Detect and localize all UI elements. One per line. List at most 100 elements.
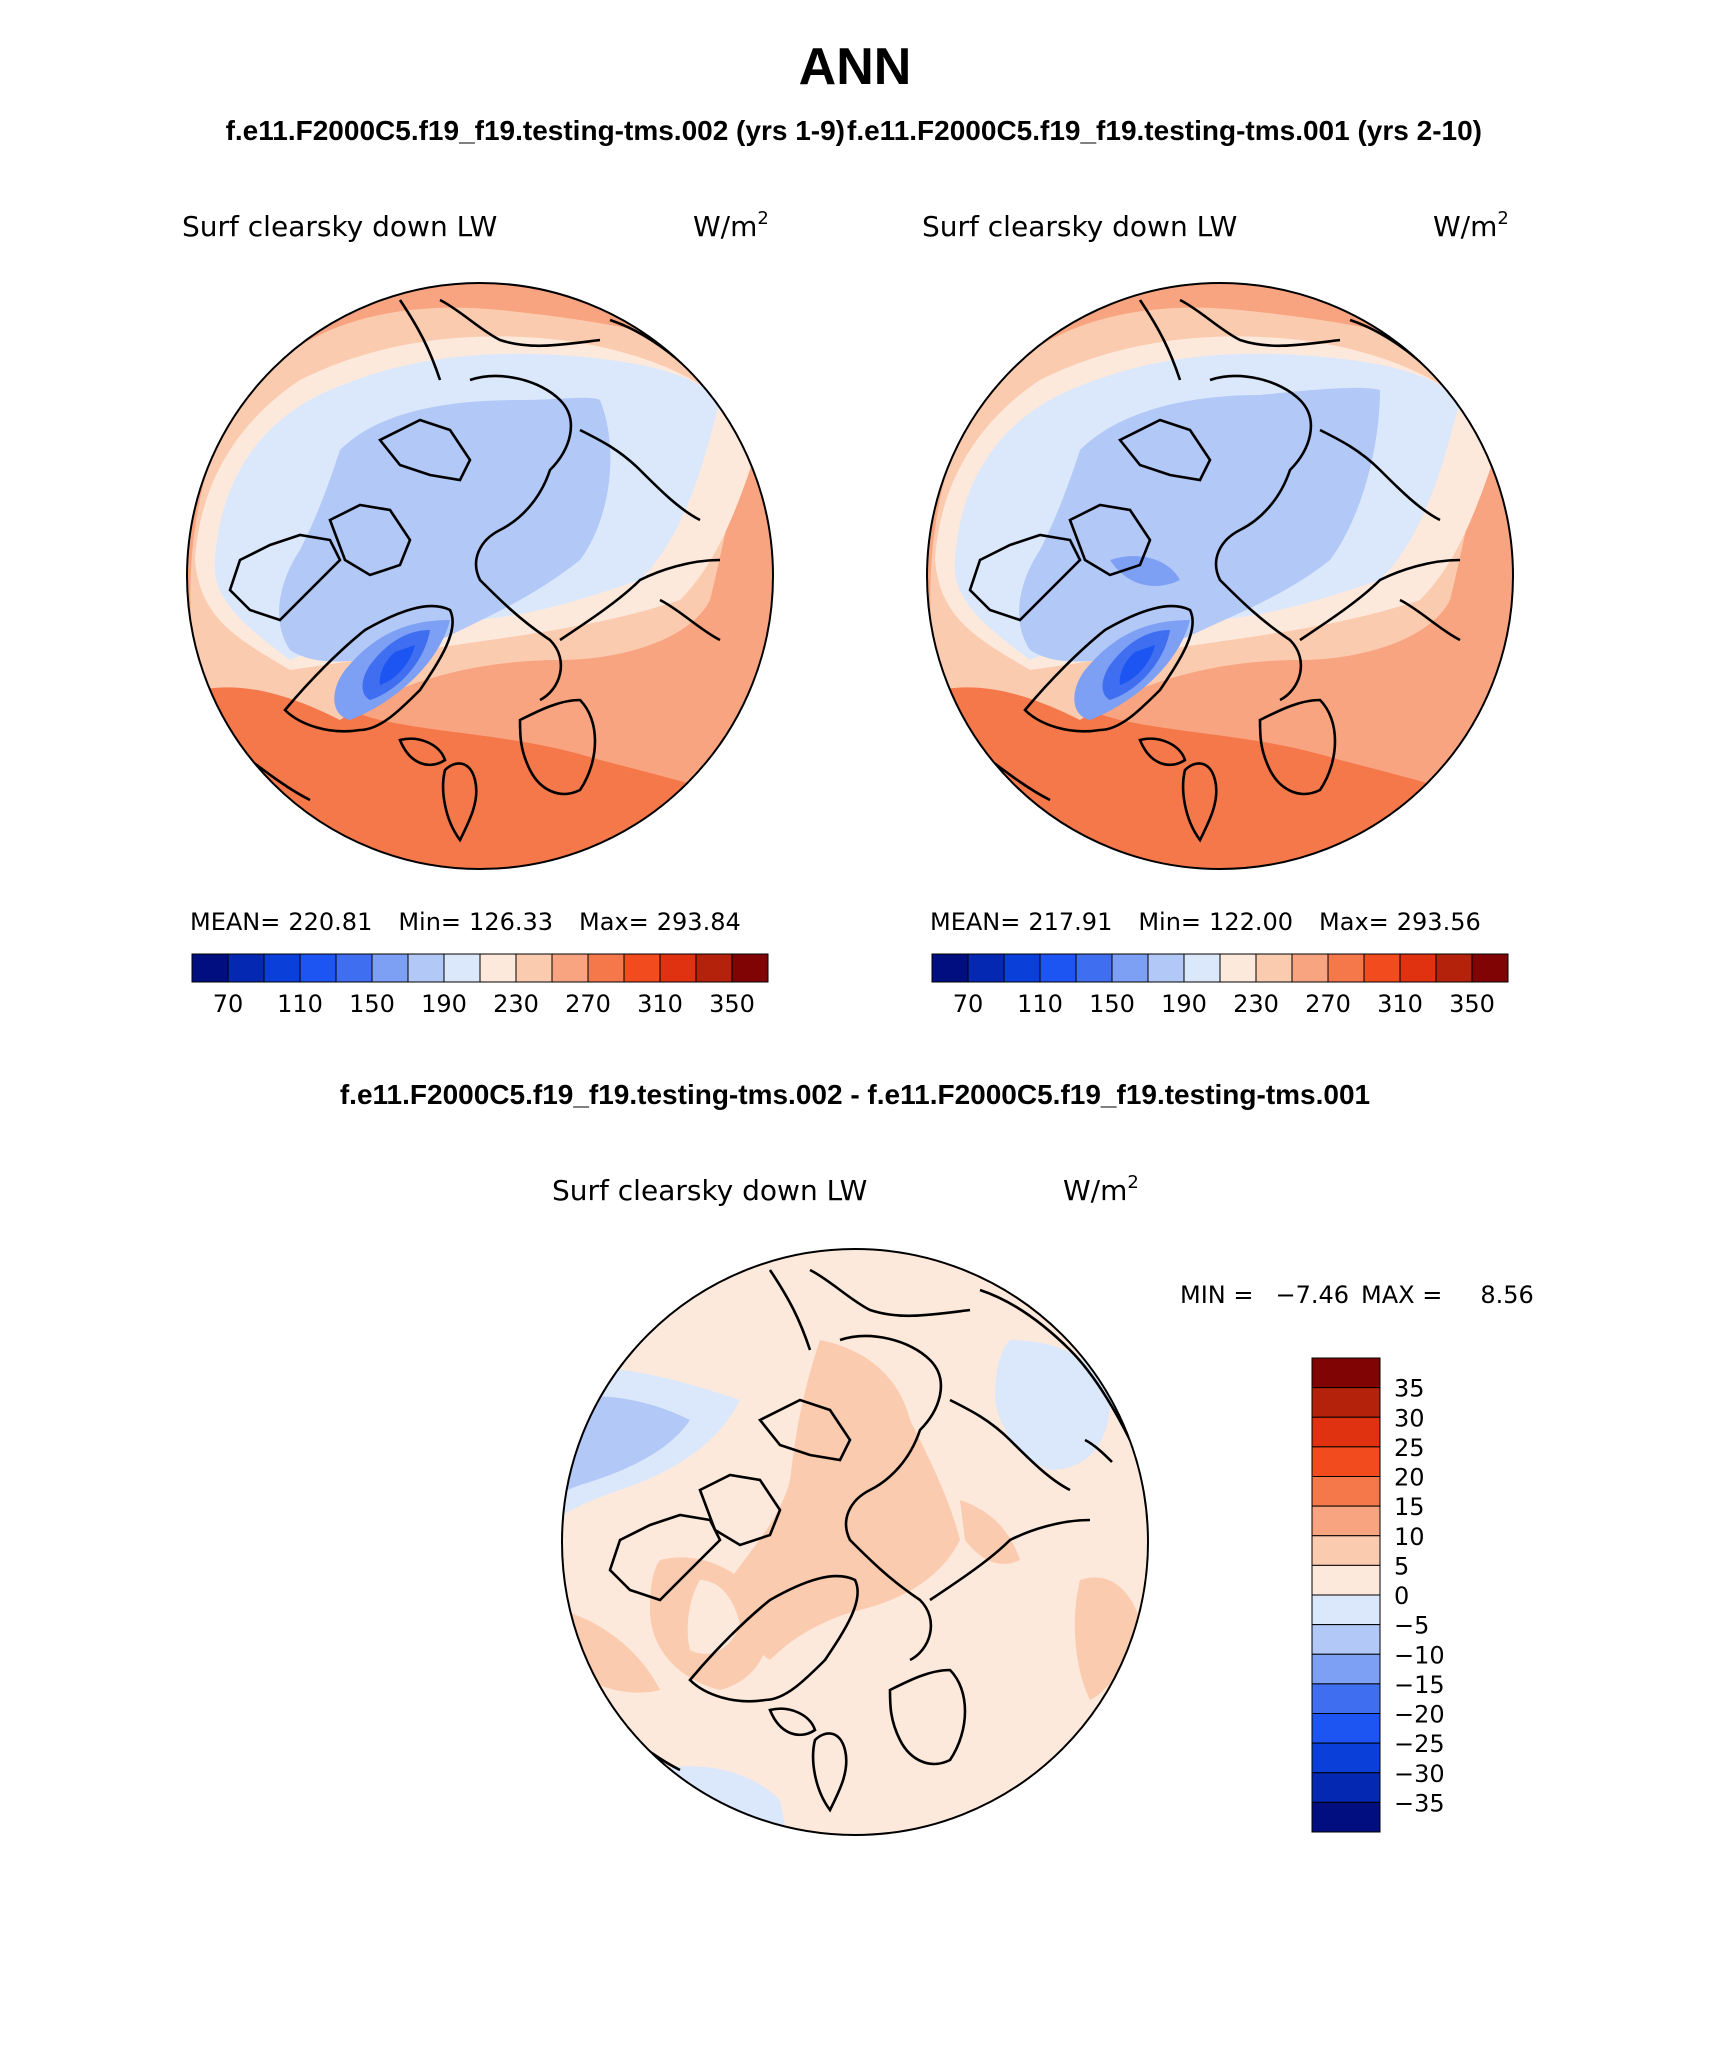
colorbar-bin xyxy=(407,953,445,983)
colorbar-bin xyxy=(1311,1357,1381,1389)
colorbar-bin xyxy=(587,953,625,983)
colorbar-tick-label: 20 xyxy=(1394,1464,1425,1492)
colorbar-bin xyxy=(1311,1594,1381,1626)
panel-control-map xyxy=(927,283,1513,869)
colorbar-bin xyxy=(1255,953,1293,983)
colorbar-bin xyxy=(1399,953,1437,983)
colorbar-tick-label: 10 xyxy=(1394,1523,1425,1551)
panel-difference-stats: MIN = −7.46 MAX = 8.56 xyxy=(1180,1281,1534,1309)
colorbar-bin xyxy=(443,953,481,983)
colorbar-tick-label: 110 xyxy=(1017,990,1063,1018)
colorbar-tick-label: 30 xyxy=(1394,1404,1425,1432)
difference-title: f.e11.F2000C5.f19_f19.testing-tms.002 - … xyxy=(340,1079,1370,1110)
colorbar-bin xyxy=(1311,1683,1381,1714)
colorbar-bin xyxy=(1311,1446,1381,1477)
colorbar-bin xyxy=(1291,953,1329,983)
colorbar-bin xyxy=(1311,1624,1381,1655)
panel-control-colorbar: 70 110 150 190 230 270 310 350 xyxy=(931,953,1509,1018)
colorbar-tick-label: 350 xyxy=(709,990,755,1018)
colorbar-bin xyxy=(1183,953,1221,983)
colorbar-tick-label: −10 xyxy=(1394,1641,1445,1669)
colorbar-tick-label: 70 xyxy=(213,990,244,1018)
colorbar-tick-label: 230 xyxy=(1233,990,1279,1018)
panel-control-map-border xyxy=(926,282,1514,870)
colorbar-bin xyxy=(1219,953,1257,983)
colorbar-bin xyxy=(695,953,733,983)
colorbar-bin xyxy=(1311,1564,1381,1596)
colorbar-bin xyxy=(299,953,337,983)
colorbar-bin xyxy=(967,953,1005,983)
colorbar-bin xyxy=(1311,1476,1381,1507)
colorbar-bin xyxy=(1311,1387,1381,1418)
panel-test-map-border xyxy=(186,282,774,870)
colorbar-tick-label: 15 xyxy=(1394,1493,1425,1521)
colorbar-tick-label: 5 xyxy=(1394,1552,1409,1580)
colorbar-bin xyxy=(1311,1772,1381,1803)
colorbar-bin xyxy=(227,953,265,983)
colorbar-bin xyxy=(1311,1505,1381,1537)
colorbar-tick-label: −20 xyxy=(1394,1701,1445,1729)
colorbar-bin xyxy=(623,953,661,983)
colorbar-bin xyxy=(1003,953,1041,983)
colorbar-bin xyxy=(191,953,229,983)
colorbar-tick-label: −15 xyxy=(1394,1671,1445,1699)
colorbar-bin xyxy=(659,953,697,983)
colorbar-bin xyxy=(1327,953,1365,983)
case-control-title: f.e11.F2000C5.f19_f19.testing-tms.001 (y… xyxy=(847,115,1482,146)
colorbar-tick-label: 25 xyxy=(1394,1434,1425,1462)
colorbar-bin xyxy=(551,953,589,983)
colorbar-tick-label: 270 xyxy=(1305,990,1351,1018)
colorbar-tick-label: 310 xyxy=(1377,990,1423,1018)
colorbar-bin xyxy=(263,953,301,983)
panel-difference-map-border xyxy=(561,1248,1149,1836)
colorbar-tick-label: −5 xyxy=(1394,1612,1429,1640)
panel-difference: Surf clearsky down LW W/m2 xyxy=(552,1172,1534,1836)
panel-test-variable: Surf clearsky down LW xyxy=(182,210,497,243)
colorbar-bin xyxy=(479,953,517,983)
panel-test: Surf clearsky down LW W/m2 xyxy=(182,208,774,1018)
colorbar-bin xyxy=(1311,1713,1381,1744)
colorbar-tick-label: 70 xyxy=(953,990,984,1018)
colorbar-tick-label: −30 xyxy=(1394,1760,1445,1788)
colorbar-bin xyxy=(515,953,553,983)
case-test-title: f.e11.F2000C5.f19_f19.testing-tms.002 (y… xyxy=(226,115,845,146)
colorbar-tick-label: 35 xyxy=(1394,1375,1425,1403)
colorbar-bin xyxy=(1311,1535,1381,1566)
colorbar-bin xyxy=(1039,953,1077,983)
colorbar-tick-label: −25 xyxy=(1394,1730,1445,1758)
colorbar-bin xyxy=(1471,953,1509,983)
colorbar-tick-label: 230 xyxy=(493,990,539,1018)
panel-control-units: W/m2 xyxy=(1433,208,1509,243)
colorbar-bin xyxy=(1147,953,1185,983)
colorbar-tick-label: 150 xyxy=(1089,990,1135,1018)
panel-control-variable: Surf clearsky down LW xyxy=(922,210,1237,243)
colorbar-bin xyxy=(1435,953,1473,983)
panel-control-stats: MEAN= 217.91 Min= 122.00 Max= 293.56 xyxy=(930,908,1481,936)
colorbar-bin xyxy=(1311,1742,1381,1774)
colorbar-tick-label: 110 xyxy=(277,990,323,1018)
panel-test-colorbar: 70 110 150 190 230 270 310 350 xyxy=(191,953,769,1018)
colorbar-bin xyxy=(1363,953,1401,983)
panel-control: Surf clearsky down LW W/m2 xyxy=(922,208,1514,1018)
colorbar-bin xyxy=(731,953,769,983)
panel-test-map xyxy=(187,283,773,869)
panel-test-units: W/m2 xyxy=(693,208,769,243)
panel-test-stats: MEAN= 220.81 Min= 126.33 Max= 293.84 xyxy=(190,908,741,936)
figure-title: ANN xyxy=(799,38,912,96)
colorbar-bin xyxy=(1111,953,1149,983)
colorbar-bin xyxy=(1311,1416,1381,1448)
colorbar-bin xyxy=(335,953,373,983)
colorbar-tick-label: −35 xyxy=(1394,1789,1445,1817)
colorbar-bin xyxy=(931,953,969,983)
panel-test-coastlines xyxy=(228,298,762,843)
colorbar-bin xyxy=(1311,1801,1381,1833)
panel-difference-units: W/m2 xyxy=(1063,1172,1139,1207)
panel-control-coastlines xyxy=(968,298,1502,843)
colorbar-bin xyxy=(371,953,409,983)
colorbar-tick-label: 270 xyxy=(565,990,611,1018)
colorbar-tick-label: 190 xyxy=(1161,990,1207,1018)
panel-difference-variable: Surf clearsky down LW xyxy=(552,1174,867,1207)
colorbar-tick-label: 150 xyxy=(349,990,395,1018)
